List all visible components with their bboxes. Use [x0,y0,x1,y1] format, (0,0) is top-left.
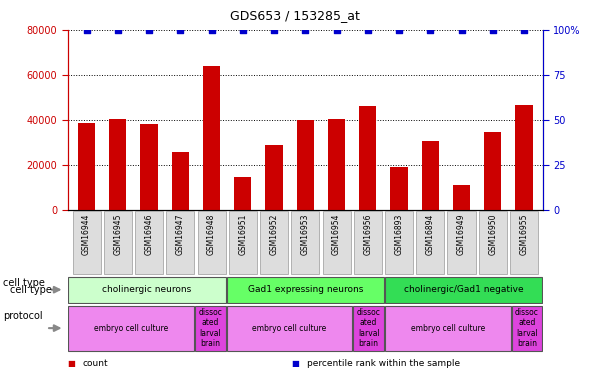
Text: dissoc
ated
larval
brain: dissoc ated larval brain [357,308,381,348]
FancyBboxPatch shape [227,306,352,351]
Bar [391,167,408,210]
Text: GSM16953: GSM16953 [301,213,310,255]
Point [301,27,310,33]
Point [363,27,372,33]
Point [457,27,466,33]
Text: GSM16950: GSM16950 [489,213,497,255]
FancyBboxPatch shape [385,306,510,351]
FancyBboxPatch shape [385,211,413,274]
Text: GSM16952: GSM16952 [270,213,278,255]
FancyBboxPatch shape [417,211,444,274]
Text: GSM16954: GSM16954 [332,213,341,255]
Bar [203,66,220,210]
Text: embryo cell culture: embryo cell culture [94,324,168,333]
Text: cholinergic/Gad1 negative: cholinergic/Gad1 negative [404,285,523,294]
Bar [516,105,533,210]
Point [207,27,217,33]
Text: Gad1 expressing neurons: Gad1 expressing neurons [248,285,363,294]
FancyBboxPatch shape [478,211,507,274]
Point [332,27,341,33]
FancyBboxPatch shape [229,211,257,274]
Bar [266,145,283,210]
Text: cell type: cell type [10,285,52,295]
FancyBboxPatch shape [323,211,350,274]
FancyBboxPatch shape [73,211,101,274]
Bar [78,123,95,210]
Text: GSM16951: GSM16951 [238,213,247,255]
FancyBboxPatch shape [227,277,384,303]
Bar [359,106,376,210]
Point [394,27,404,33]
FancyBboxPatch shape [353,306,384,351]
Text: percentile rank within the sample: percentile rank within the sample [307,359,460,368]
Text: cell type: cell type [4,278,45,288]
Text: GSM16948: GSM16948 [207,213,216,255]
Text: GSM16945: GSM16945 [113,213,122,255]
Text: protocol: protocol [4,311,43,321]
Point [238,27,248,33]
FancyBboxPatch shape [385,277,542,303]
Text: dissoc
ated
larval
brain: dissoc ated larval brain [515,308,539,348]
FancyBboxPatch shape [198,211,225,274]
FancyBboxPatch shape [166,211,194,274]
Text: cholinergic neurons: cholinergic neurons [103,285,192,294]
Point [488,27,497,33]
Point [113,27,123,33]
Bar [234,177,251,210]
Bar [140,124,158,210]
Text: GSM16944: GSM16944 [82,213,91,255]
Text: ■: ■ [67,359,75,368]
Point [270,27,279,33]
FancyBboxPatch shape [447,211,476,274]
Text: GSM16947: GSM16947 [176,213,185,255]
Text: GSM16946: GSM16946 [145,213,153,255]
Bar [484,132,502,210]
Bar [328,119,345,210]
FancyBboxPatch shape [68,277,225,303]
Bar [172,152,189,210]
Text: GDS653 / 153285_at: GDS653 / 153285_at [230,9,360,22]
Point [82,27,91,33]
Bar [422,141,439,210]
Text: GSM16893: GSM16893 [395,213,404,255]
Text: count: count [83,359,108,368]
Bar [297,120,314,210]
Point [145,27,154,33]
FancyBboxPatch shape [104,211,132,274]
Text: GSM16949: GSM16949 [457,213,466,255]
Text: embryo cell culture: embryo cell culture [253,324,327,333]
FancyBboxPatch shape [195,306,225,351]
FancyBboxPatch shape [68,306,194,351]
Text: dissoc
ated
larval
brain: dissoc ated larval brain [198,308,222,348]
FancyBboxPatch shape [510,211,538,274]
Text: GSM16956: GSM16956 [363,213,372,255]
FancyBboxPatch shape [512,306,542,351]
Text: GSM16894: GSM16894 [426,213,435,255]
Text: embryo cell culture: embryo cell culture [411,324,485,333]
FancyBboxPatch shape [354,211,382,274]
FancyBboxPatch shape [291,211,319,274]
FancyBboxPatch shape [135,211,163,274]
Point [425,27,435,33]
FancyBboxPatch shape [260,211,288,274]
Bar [109,119,126,210]
Bar [453,185,470,210]
Text: ■: ■ [291,359,299,368]
Point [176,27,185,33]
Point [519,27,529,33]
Text: GSM16955: GSM16955 [520,213,529,255]
